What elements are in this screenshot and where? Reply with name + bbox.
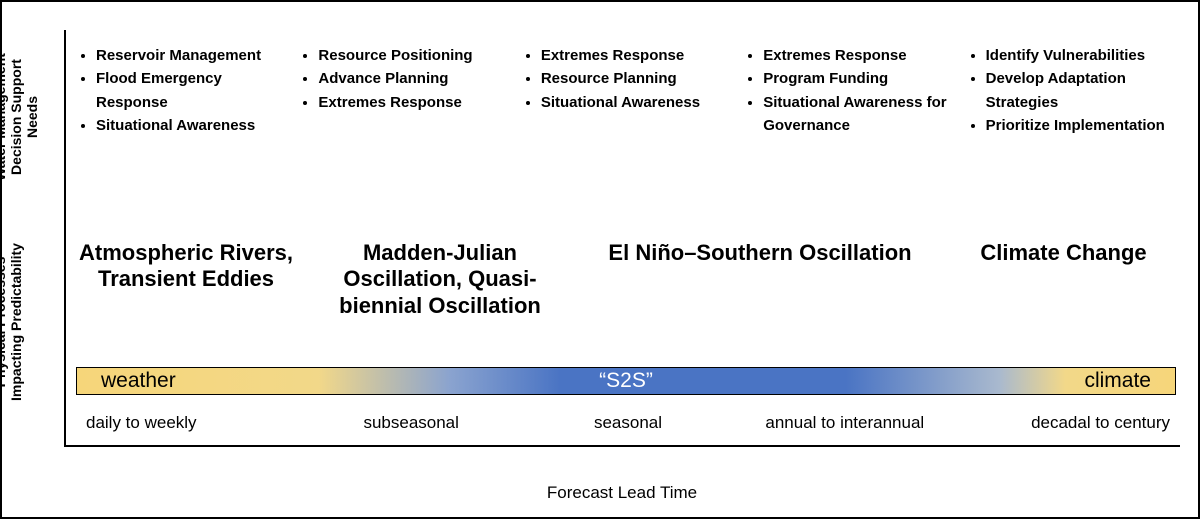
- decision-list-2: Extremes ResponseResource PlanningSituat…: [521, 44, 731, 114]
- decision-item: Program Funding: [763, 67, 953, 90]
- decision-list-1: Resource PositioningAdvance PlanningExtr…: [298, 44, 508, 114]
- plot-area: Reservoir ManagementFlood Emergency Resp…: [76, 30, 1176, 447]
- x-tick-1: subseasonal: [303, 413, 520, 433]
- decision-item: Prioritize Implementation: [986, 114, 1176, 137]
- bar-label-climate: climate: [1084, 368, 1151, 394]
- decision-item: Advance Planning: [318, 67, 508, 90]
- x-tick-2: seasonal: [520, 413, 737, 433]
- decision-col-1: Resource PositioningAdvance PlanningExtr…: [298, 44, 508, 137]
- decision-item: Reservoir Management: [96, 44, 286, 67]
- decision-item: Situational Awareness for Governance: [763, 91, 953, 138]
- decision-item: Resource Planning: [541, 67, 731, 90]
- decision-item: Extremes Response: [318, 91, 508, 114]
- decision-col-3: Extremes ResponseProgram FundingSituatio…: [743, 44, 953, 137]
- decision-item: Extremes Response: [541, 44, 731, 67]
- decision-item: Situational Awareness: [541, 91, 731, 114]
- process-3: Climate Change: [948, 240, 1179, 319]
- decision-list-4: Identify VulnerabilitiesDevelop Adaptati…: [966, 44, 1176, 137]
- decision-item: Situational Awareness: [96, 114, 286, 137]
- process-1: Madden-Julian Oscillation, Quasi-biennia…: [308, 240, 572, 319]
- x-axis-label: Forecast Lead Time: [64, 483, 1180, 503]
- chart-area: Water Management Decision Support Needs …: [14, 12, 1180, 507]
- process-0: Atmospheric Rivers, Transient Eddies: [76, 240, 296, 319]
- timescale-bar: weather “S2S” climate: [76, 367, 1176, 395]
- decision-item: Flood Emergency Response: [96, 67, 286, 114]
- x-tick-row: daily to weekly subseasonal seasonal ann…: [76, 413, 1176, 433]
- x-tick-3: annual to interannual: [736, 413, 953, 433]
- decision-item: Develop Adaptation Strategies: [986, 67, 1176, 114]
- process-2: El Niño–Southern Oscillation: [584, 240, 936, 319]
- bar-label-s2s: “S2S”: [77, 368, 1175, 394]
- decision-item: Resource Positioning: [318, 44, 508, 67]
- y-row-label-bottom: Physical Processes Impacting Predictabil…: [0, 242, 72, 402]
- decision-item: Extremes Response: [763, 44, 953, 67]
- decision-item: Identify Vulnerabilities: [986, 44, 1176, 67]
- x-tick-0: daily to weekly: [76, 413, 303, 433]
- decision-col-2: Extremes ResponseResource PlanningSituat…: [521, 44, 731, 137]
- physical-processes-row: Atmospheric Rivers, Transient Eddies Mad…: [76, 240, 1176, 319]
- decision-support-row: Reservoir ManagementFlood Emergency Resp…: [76, 44, 1176, 137]
- y-row-label-top: Water Management Decision Support Needs: [0, 37, 72, 197]
- decision-list-3: Extremes ResponseProgram FundingSituatio…: [743, 44, 953, 137]
- x-tick-4: decadal to century: [953, 413, 1176, 433]
- decision-col-0: Reservoir ManagementFlood Emergency Resp…: [76, 44, 286, 137]
- figure-frame: Water Management Decision Support Needs …: [0, 0, 1200, 519]
- decision-list-0: Reservoir ManagementFlood Emergency Resp…: [76, 44, 286, 137]
- decision-col-4: Identify VulnerabilitiesDevelop Adaptati…: [966, 44, 1176, 137]
